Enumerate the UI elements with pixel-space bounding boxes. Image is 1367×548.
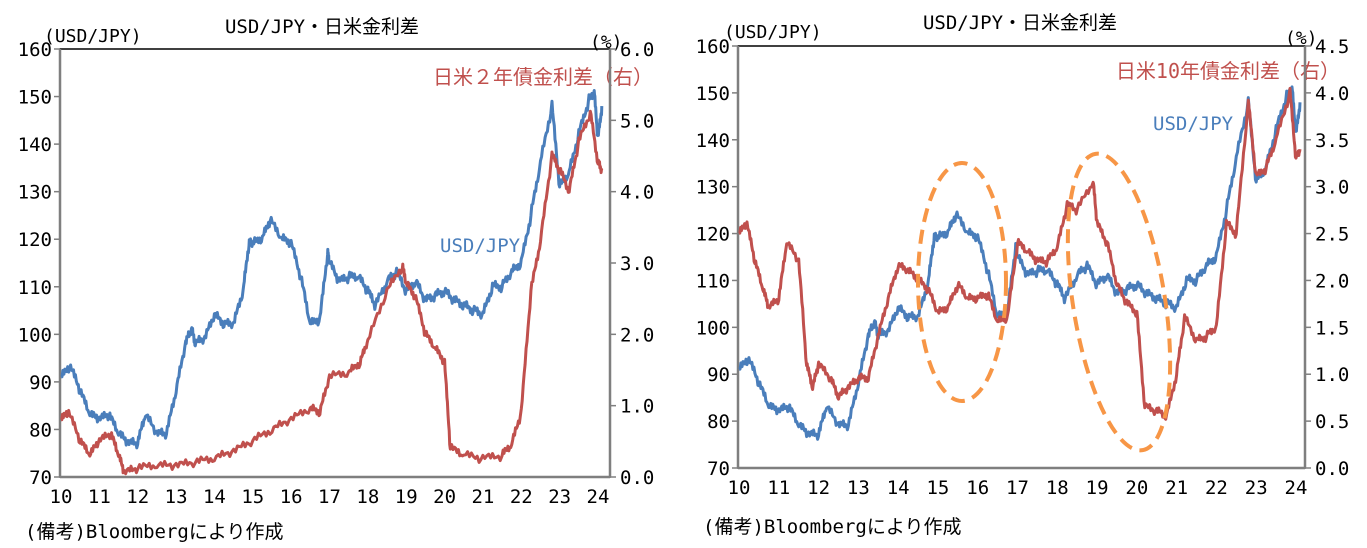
x-tick-label: 13 [165, 486, 188, 508]
x-tick-label: 14 [887, 477, 910, 499]
y-tick-label: 160 [18, 39, 52, 61]
y2-tick-label: 0.0 [620, 467, 654, 489]
x-tick-label: 23 [1245, 477, 1268, 499]
y2-tick-label: 4.0 [1315, 83, 1349, 105]
y-tick-label: 130 [696, 177, 730, 199]
y2-tick-label: 3.0 [1315, 177, 1349, 199]
series-label-usdjpy: USD/JPY [1153, 113, 1234, 135]
series-label-spread: 日米10年債金利差（右） [1116, 59, 1340, 83]
y-axis-label: (USD/JPY) [724, 22, 822, 43]
x-tick-label: 16 [966, 477, 989, 499]
y-tick-label: 150 [18, 87, 52, 109]
x-tick-label: 18 [356, 486, 379, 508]
y-tick-label: 140 [18, 134, 52, 156]
y-tick-label: 90 [707, 364, 730, 386]
plot-frame [737, 45, 1306, 469]
y-tick-label: 80 [29, 419, 52, 441]
x-tick-label: 24 [1285, 477, 1308, 499]
y2-tick-label: 0.0 [1315, 458, 1349, 480]
rate-spread-line [738, 86, 1302, 421]
y-tick-label: 120 [18, 229, 52, 251]
x-tick-label: 10 [728, 477, 751, 499]
x-tick-label: 17 [1006, 477, 1029, 499]
usdjpy-line [738, 85, 1302, 441]
x-tick-label: 11 [88, 486, 111, 508]
highlight-oval-2019 [1065, 151, 1173, 453]
y-tick-label: 90 [29, 372, 52, 394]
y2-tick-label: 1.5 [1315, 317, 1349, 339]
y2-tick-label: 3.0 [620, 253, 654, 275]
x-tick-label: 21 [1165, 477, 1188, 499]
series-label-spread: 日米２年債金利差（右） [433, 65, 653, 89]
x-tick-label: 15 [241, 486, 264, 508]
y2-tick-label: 5.0 [620, 110, 654, 132]
y-tick-label: 80 [707, 411, 730, 433]
x-tick-label: 22 [1205, 477, 1228, 499]
y2-tick-label: 6.0 [620, 39, 654, 61]
y-tick-label: 140 [696, 130, 730, 152]
x-tick-label: 14 [203, 486, 226, 508]
x-tick-label: 23 [548, 486, 571, 508]
x-tick-label: 15 [926, 477, 949, 499]
chart-title: USD/JPY・日米金利差 [923, 12, 1117, 34]
y2-tick-label: 0.5 [1315, 411, 1349, 433]
x-tick-label: 20 [433, 486, 456, 508]
x-tick-label: 19 [1086, 477, 1109, 499]
y2-tick-label: 4.0 [620, 182, 654, 204]
x-tick-label: 24 [587, 486, 610, 508]
y-tick-label: 70 [707, 458, 730, 480]
series-label-usdjpy: USD/JPY [440, 235, 521, 257]
x-tick-label: 10 [50, 486, 73, 508]
y-tick-label: 150 [696, 83, 730, 105]
y2-tick-label: 2.0 [620, 324, 654, 346]
y2-tick-label: 3.5 [1315, 130, 1349, 152]
x-tick-label: 22 [510, 486, 533, 508]
y2-tick-label: 2.0 [1315, 270, 1349, 292]
x-tick-label: 11 [767, 477, 790, 499]
y-axis-label: (USD/JPY) [44, 26, 142, 47]
y2-tick-label: 1.0 [1315, 364, 1349, 386]
usdjpy-line [60, 89, 604, 450]
y2-tick-label: 1.0 [620, 396, 654, 418]
y-tick-label: 130 [18, 182, 52, 204]
source-note: (備考)Bloombergにより作成 [703, 516, 961, 538]
y-tick-label: 110 [696, 270, 730, 292]
x-tick-label: 17 [318, 486, 341, 508]
y-tick-label: 160 [696, 36, 730, 58]
y-tick-label: 70 [29, 467, 52, 489]
y-tick-label: 100 [18, 324, 52, 346]
x-tick-label: 20 [1125, 477, 1148, 499]
y-tick-label: 100 [696, 317, 730, 339]
rate-spread-line [60, 109, 604, 476]
x-tick-label: 18 [1046, 477, 1069, 499]
x-tick-label: 13 [847, 477, 870, 499]
y2-tick-label: 2.5 [1315, 224, 1349, 246]
highlight-oval-2015 [916, 161, 1008, 403]
y2-axis-label: (%) [590, 32, 623, 53]
source-note: (備考)Bloombergにより作成 [25, 521, 283, 543]
x-tick-label: 21 [471, 486, 494, 508]
x-tick-label: 16 [280, 486, 303, 508]
y2-tick-label: 4.5 [1315, 36, 1349, 58]
y2-axis-label: (%) [1285, 28, 1318, 49]
x-tick-label: 12 [126, 486, 149, 508]
y-tick-label: 110 [18, 277, 52, 299]
plot-frame [59, 48, 611, 478]
y-tick-label: 120 [696, 224, 730, 246]
chart-title: USD/JPY・日米金利差 [225, 16, 419, 38]
x-tick-label: 19 [395, 486, 418, 508]
x-tick-label: 12 [807, 477, 830, 499]
